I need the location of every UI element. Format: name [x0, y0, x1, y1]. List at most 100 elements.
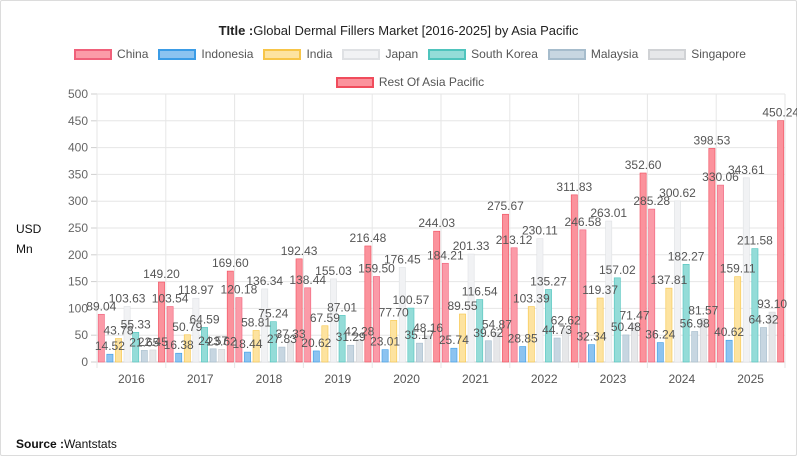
bar-singapore-2016 — [149, 349, 157, 363]
bar-rest-of-asia-pacific-2016 — [158, 281, 165, 363]
bar-malaysia-2021 — [484, 340, 492, 363]
data-label-malaysia-2022: 44.73 — [542, 323, 572, 337]
legend-item-india[interactable]: India — [263, 46, 332, 62]
data-label-india-2020: 77.70 — [379, 305, 409, 319]
y-tick-label-50: 50 — [75, 328, 89, 342]
bar-china-2025 — [717, 184, 724, 363]
data-label-rest-of-asia-pacific-2017: 169.60 — [212, 256, 249, 270]
bar-japan-2020 — [398, 267, 406, 363]
data-label-indonesia-2017: 16.38 — [164, 338, 194, 352]
data-label-singapore-2018: 37.33 — [275, 327, 305, 341]
data-label-malaysia-2025: 64.32 — [748, 313, 778, 327]
data-label-rest-of-asia-pacific-2024: 398.53 — [694, 133, 731, 147]
bar-south-korea-2016 — [132, 332, 140, 363]
data-label-japan-2024: 300.62 — [659, 186, 696, 200]
y-axis-label-line1: USD — [16, 222, 42, 236]
legend-item-japan[interactable]: Japan — [342, 46, 418, 62]
data-label-singapore-2017: 23.62 — [207, 334, 237, 348]
data-label-india-2018: 58.81 — [241, 315, 271, 329]
legend-swatch — [342, 48, 381, 60]
bar-japan-2023 — [605, 220, 613, 363]
data-label-japan-2025: 343.61 — [728, 163, 765, 177]
y-tick-label-500: 500 — [68, 87, 88, 101]
data-label-indonesia-2021: 25.74 — [439, 333, 469, 347]
title-prefix: TItle : — [218, 23, 254, 38]
bar-indonesia-2023 — [588, 344, 595, 363]
x-tick-label-2020: 2020 — [393, 372, 420, 386]
legend-label: Rest Of Asia Pacific — [378, 75, 485, 89]
bar-japan-2018 — [261, 288, 269, 363]
data-label-rest-of-asia-pacific-2021: 275.67 — [487, 199, 524, 213]
bar-rest-of-asia-pacific-2020 — [433, 230, 441, 363]
legend-label: Indonesia — [201, 47, 254, 61]
y-tick-label-0: 0 — [81, 355, 88, 369]
bar-india-2024 — [665, 287, 673, 363]
bar-indonesia-2021 — [450, 347, 458, 363]
data-label-malaysia-2016: 21.65 — [129, 335, 159, 349]
x-tick-label-2021: 2021 — [462, 372, 489, 386]
y-tick-label-250: 250 — [68, 221, 88, 235]
data-label-china-2022: 213.12 — [496, 233, 533, 247]
bar-rest-of-asia-pacific-2018 — [295, 258, 303, 363]
bar-singapore-2024 — [699, 317, 707, 363]
data-label-indonesia-2022: 28.85 — [508, 332, 538, 346]
x-tick-label-2022: 2022 — [531, 372, 558, 386]
bar-malaysia-2024 — [691, 331, 699, 363]
data-label-singapore-2021: 54.87 — [482, 318, 512, 332]
legend-item-rest-of-asia-pacific[interactable]: Rest Of Asia Pacific — [335, 74, 485, 90]
x-tick-label-2023: 2023 — [600, 372, 627, 386]
bar-china-2023 — [579, 229, 587, 363]
data-label-japan-2019: 155.03 — [315, 264, 352, 278]
data-label-south-korea-2022: 135.27 — [530, 274, 567, 288]
bar-china-2024 — [648, 208, 656, 363]
data-label-indonesia-2020: 23.01 — [370, 335, 400, 349]
bar-rest-of-asia-pacific-2023 — [639, 172, 647, 363]
bar-malaysia-2017 — [209, 348, 217, 363]
data-label-south-korea-2023: 157.02 — [599, 263, 636, 277]
bar-india-2023 — [596, 297, 604, 363]
data-label-south-korea-2025: 211.58 — [737, 234, 773, 248]
data-label-japan-2016: 103.63 — [109, 291, 146, 305]
data-label-indonesia-2019: 20.62 — [301, 336, 331, 350]
y-tick-label-400: 400 — [68, 141, 88, 155]
bar-rest-of-asia-pacific-2017 — [226, 270, 234, 363]
bar-japan-2019 — [330, 278, 337, 363]
data-label-malaysia-2017: 24.57 — [198, 334, 228, 348]
data-label-rest-of-asia-pacific-2016: 149.20 — [143, 267, 180, 281]
bar-indonesia-2018 — [244, 351, 251, 363]
y-tick-label-300: 300 — [68, 194, 88, 208]
legend-swatch — [158, 48, 197, 60]
y-tick-label-450: 450 — [68, 114, 88, 128]
bar-singapore-2020 — [424, 335, 432, 363]
data-label-china-2018: 120.18 — [221, 283, 258, 297]
data-label-japan-2022: 230.11 — [522, 224, 558, 238]
bar-malaysia-2023 — [622, 334, 630, 363]
data-label-china-2023: 246.58 — [565, 215, 602, 229]
bar-japan-2024 — [674, 200, 681, 363]
data-label-china-2017: 103.54 — [152, 292, 189, 306]
y-tick-label-200: 200 — [68, 248, 88, 262]
legend-item-indonesia[interactable]: Indonesia — [158, 46, 253, 62]
bar-indonesia-2019 — [312, 350, 320, 363]
bar-japan-2017 — [192, 297, 200, 363]
data-label-indonesia-2016: 14.52 — [95, 339, 125, 353]
data-label-japan-2021: 201.33 — [453, 239, 490, 253]
legend-item-china[interactable]: China — [74, 46, 148, 62]
bar-japan-2025 — [742, 177, 750, 363]
data-label-singapore-2023: 71.47 — [619, 309, 649, 323]
data-label-south-korea-2024: 182.27 — [668, 249, 705, 263]
bar-india-2016 — [115, 338, 122, 363]
bar-south-korea-2017 — [201, 327, 208, 363]
legend-item-south-korea[interactable]: South Korea — [428, 46, 538, 62]
legend-item-malaysia[interactable]: Malaysia — [547, 46, 638, 62]
data-label-malaysia-2019: 31.29 — [336, 330, 366, 344]
data-label-south-korea-2019: 87.01 — [327, 300, 357, 314]
data-label-malaysia-2021: 39.62 — [473, 326, 503, 340]
data-label-china-2020: 159.50 — [358, 262, 395, 276]
legend-swatch — [428, 48, 467, 60]
data-label-rest-of-asia-pacific-2025: 450.24 — [762, 106, 797, 120]
legend-item-singapore[interactable]: Singapore — [648, 46, 746, 62]
chart-legend: China Indonesia India Japan South Korea Malay… — [40, 46, 780, 90]
bar-malaysia-2016 — [140, 350, 148, 363]
bar-japan-2021 — [467, 253, 475, 363]
